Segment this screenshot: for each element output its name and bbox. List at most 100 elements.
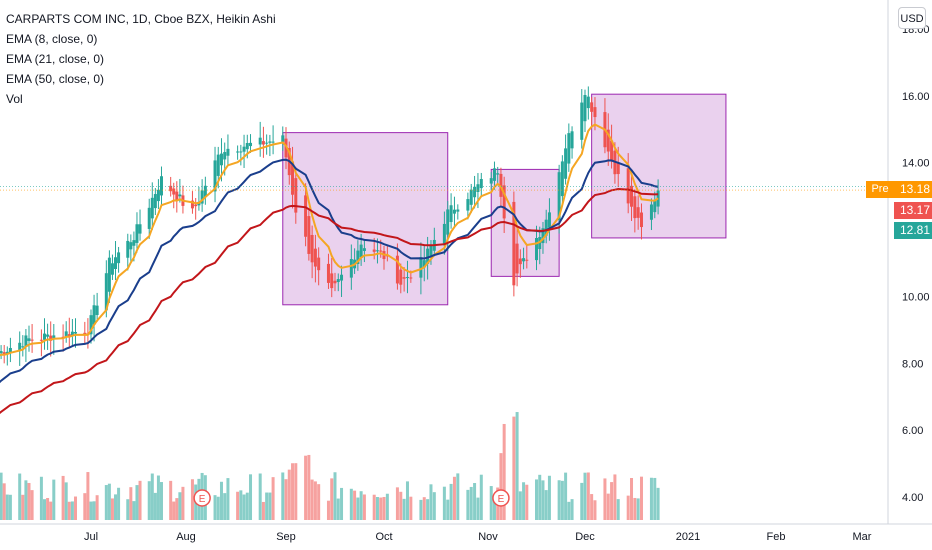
candle-body	[606, 129, 610, 152]
candle-body	[268, 141, 272, 143]
ema-value-tag: 12.81	[894, 222, 932, 239]
candle-body	[452, 209, 456, 214]
volume-bar	[379, 497, 383, 520]
volume-bar	[95, 495, 99, 520]
volume-bar	[422, 497, 426, 520]
candle-body	[633, 196, 637, 219]
candle-body	[349, 259, 353, 278]
volume-bar	[150, 473, 154, 520]
rectangle-drawings[interactable]	[282, 93, 727, 306]
volume-bar	[590, 494, 594, 520]
candle-body	[39, 339, 43, 341]
volume-bar	[610, 482, 614, 520]
candle-body	[159, 176, 163, 196]
candle-body	[399, 269, 403, 285]
volume-bar	[265, 492, 269, 520]
volume-bar	[326, 500, 330, 520]
candle-body	[226, 148, 230, 156]
indicator-ema-21[interactable]: EMA (21, close, 0)	[6, 52, 105, 66]
volume-bar	[104, 485, 108, 520]
volume-bar	[258, 473, 262, 520]
candle-body	[502, 185, 506, 219]
candle-body	[304, 195, 308, 237]
volume-bar	[49, 501, 53, 520]
candle-body	[175, 191, 179, 202]
volume-bar	[132, 501, 136, 520]
volume-bar	[219, 481, 223, 520]
price-tick-label: 16.00	[902, 91, 930, 103]
time-tick-label: Feb	[767, 531, 786, 543]
candle-body	[442, 223, 446, 246]
indicator-volume[interactable]: Vol	[6, 92, 23, 106]
candle-body	[525, 259, 529, 261]
chart-legend: CARPARTS COM INC, 1D, Cboe BZX, Heikin A…	[6, 9, 276, 109]
candle-body	[135, 224, 139, 243]
candle-body	[512, 201, 516, 286]
volume-bar	[583, 472, 587, 520]
candle-body	[129, 242, 133, 250]
candle-body	[249, 142, 253, 147]
volume-bar	[61, 475, 65, 520]
volume-bar	[147, 481, 151, 520]
candle-body	[147, 207, 151, 229]
candle-body	[333, 280, 337, 284]
candle-body	[317, 257, 321, 271]
candle-body	[70, 331, 74, 336]
volume-bar	[456, 473, 460, 520]
volume-bar	[426, 499, 430, 520]
candle-body	[169, 185, 173, 192]
volume-bar	[466, 489, 470, 520]
candle-body	[30, 339, 34, 341]
volume-bar	[356, 497, 360, 520]
symbol-title[interactable]: CARPARTS COM INC, 1D, Cboe BZX, Heikin A…	[6, 12, 276, 26]
volume-bar	[126, 499, 130, 520]
price-tick-label: 8.00	[902, 358, 923, 370]
candle-body	[570, 131, 574, 149]
volume-bar	[114, 494, 118, 520]
volume-bar	[626, 495, 630, 520]
candle-body	[200, 190, 204, 204]
volume-bar	[442, 486, 446, 520]
volume-bar	[43, 499, 46, 520]
candle-body	[326, 263, 330, 283]
indicator-ema-8[interactable]: EMA (8, close, 0)	[6, 32, 98, 46]
volume-bar	[492, 494, 496, 520]
volume-bar	[0, 472, 3, 520]
volume-bar	[268, 492, 272, 520]
last-price-tag: 13.17	[894, 202, 932, 219]
candle-body	[178, 194, 182, 197]
volume-bar	[159, 482, 163, 520]
volume-bar	[606, 493, 610, 520]
volume-bar	[67, 501, 71, 520]
candle-body	[586, 96, 590, 109]
volume-bar	[616, 499, 620, 520]
candle-body	[649, 204, 653, 220]
currency-unit-button[interactable]: USD	[898, 7, 926, 29]
volume-bar	[409, 496, 413, 520]
volume-bar	[46, 497, 50, 520]
volume-bar	[399, 491, 403, 520]
volume-bar	[336, 498, 340, 520]
volume-bar	[169, 480, 173, 520]
candle-body	[616, 162, 620, 175]
candle-body	[172, 188, 176, 195]
candle-body	[156, 189, 160, 202]
candle-body	[356, 250, 360, 264]
volume-bar	[261, 501, 265, 520]
earnings-marker-icon	[492, 489, 510, 507]
candle-body	[114, 257, 118, 270]
candle-body	[557, 172, 561, 221]
candle-body	[117, 252, 121, 264]
volume-bar	[515, 412, 519, 520]
candle-body	[213, 160, 217, 192]
candle-body	[564, 148, 568, 179]
candle-body	[52, 335, 56, 339]
volume-bar	[541, 480, 545, 520]
volume-bar	[603, 478, 607, 520]
candle-body	[219, 153, 223, 166]
time-tick-label: 2021	[676, 531, 700, 543]
ema-50-line	[0, 187, 659, 414]
indicator-ema-50[interactable]: EMA (50, close, 0)	[6, 72, 105, 86]
